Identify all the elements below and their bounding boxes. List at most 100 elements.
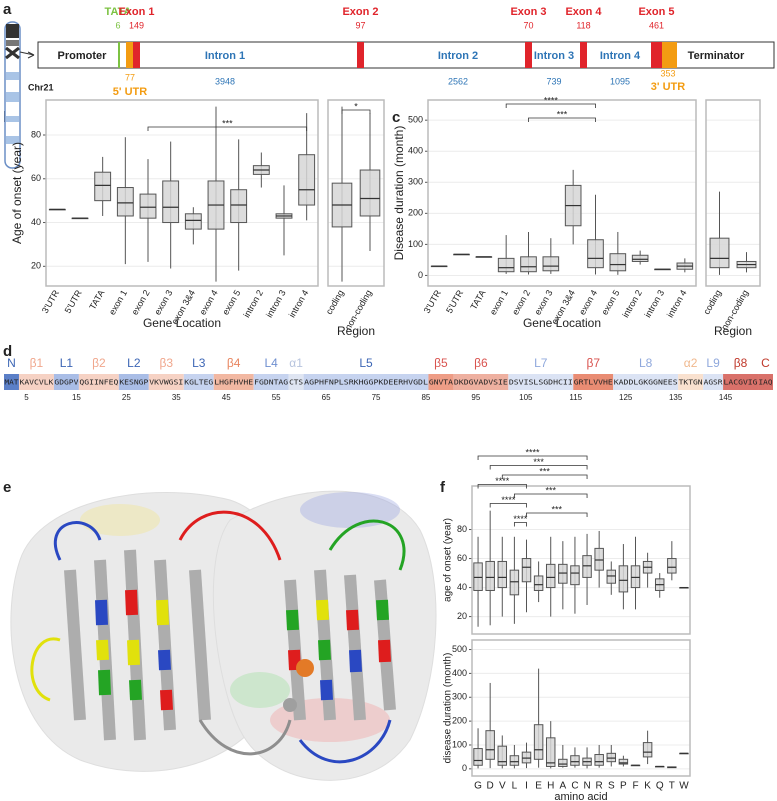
segment-residues: LHGFHVHE (214, 379, 253, 387)
exon-name: Exon 4 (565, 6, 602, 18)
plot-frame (471, 485, 691, 635)
segment-residues: FGDNTAG (254, 379, 288, 387)
significance-bracket (501, 474, 588, 479)
x-tick-label: coding (324, 288, 346, 316)
x-tick-label: TATA (87, 288, 106, 311)
structure-segment (723, 374, 759, 390)
intron-name: Intron 1 (205, 50, 245, 62)
y-tick-label: 300 (408, 177, 423, 187)
y-tick-label: 300 (452, 692, 467, 702)
y-tick-label: 200 (452, 715, 467, 725)
x-tick-label: intron 4 (665, 288, 689, 319)
significance-label: *** (533, 457, 544, 467)
promoter: Promoter (58, 50, 108, 62)
x-tick-label: exon 5 (220, 288, 242, 316)
y-axis-title: age of onset (year) (443, 518, 454, 602)
segment-name: β8 (734, 356, 748, 370)
segment-residues: VKVWGSI (149, 379, 183, 387)
x-tick-label: A (559, 781, 566, 792)
segment-residues: AGPHFNPLSRKHGGPKDEERHVGDL (304, 379, 428, 387)
box (642, 742, 653, 758)
segment-name: L2 (127, 356, 141, 370)
terminator: Terminator (688, 50, 745, 62)
exon-name: Exon 5 (638, 6, 674, 18)
structure-segment (303, 374, 429, 390)
segment-name: L5 (359, 356, 373, 370)
utr5-length: 77 (125, 72, 135, 82)
segment-name: L8 (639, 356, 653, 370)
intron-name: Intron 4 (600, 50, 641, 62)
tata-name: TATA (105, 6, 132, 18)
x-tick-label: D (487, 781, 494, 792)
box (667, 558, 677, 574)
box (497, 745, 508, 766)
structure-segment (703, 374, 724, 390)
segment-residues: KESNGP (119, 379, 148, 387)
region-title: Region (714, 324, 752, 338)
panel-label: c (392, 109, 400, 126)
y-tick-label: 40 (457, 582, 467, 592)
x-tick-label: intron 4 (287, 288, 311, 319)
segment-name: L7 (534, 356, 548, 370)
significance-bracket (489, 503, 527, 508)
segment-name: L4 (264, 356, 278, 370)
y-tick-label: 400 (452, 668, 467, 678)
y-tick-label: 80 (31, 129, 41, 139)
significance-bracket (513, 493, 588, 498)
significance-bracket (477, 484, 527, 489)
x-tick-label: I (525, 781, 528, 792)
panel-label: e (3, 479, 11, 496)
segment-residues: DSVISLSGDHCII (509, 379, 573, 387)
structure-segment (573, 374, 614, 390)
x-tick-label: S (608, 781, 615, 792)
x-tick-label: H (547, 781, 554, 792)
y-axis-title: disease duration (month) (443, 653, 454, 764)
segment-name: L9 (706, 356, 720, 370)
box (618, 758, 629, 765)
significance-label: **** (513, 514, 528, 524)
x-tick-label: intron 2 (241, 288, 265, 319)
exon-length: 70 (523, 20, 533, 30)
exon-box (525, 42, 532, 68)
y-tick-label: 100 (408, 239, 423, 249)
x-tick-label: exon 2 (510, 288, 532, 316)
residue-tick-label: 65 (322, 393, 331, 402)
plot-frame (427, 99, 697, 287)
segment-residues: QGIINFEQ (79, 379, 118, 387)
x-tick-label: TATA (468, 288, 487, 311)
segment-name: β7 (586, 356, 600, 370)
box (162, 180, 180, 224)
segment-residues: GDGPV (54, 379, 79, 387)
panel-label: a (3, 1, 12, 18)
segment-residues: MAT (5, 379, 20, 387)
box (497, 257, 515, 273)
significance-bracket (513, 522, 527, 527)
x-tick-label: intron 3 (643, 288, 667, 319)
exon-box (133, 42, 140, 68)
segment-name: C (761, 356, 770, 370)
significance-bracket (489, 465, 588, 470)
x-axis-title: Gene Location (143, 316, 221, 330)
segment-residues: TKTGN (679, 379, 703, 387)
x-tick-label: F (632, 781, 638, 792)
y-tick-label: 400 (408, 146, 423, 156)
structure-segment (183, 374, 214, 390)
intron-length: 739 (546, 76, 561, 86)
structure-segment (78, 374, 119, 390)
box (298, 154, 316, 206)
tata-length: 6 (115, 20, 120, 30)
significance-bracket (528, 117, 596, 122)
x-tick-label: 3'UTR (422, 288, 444, 315)
y-tick-label: 60 (31, 173, 41, 183)
intron-name: Intron 3 (534, 50, 574, 62)
box (594, 547, 604, 571)
box (520, 256, 537, 273)
segment-name: α1 (289, 356, 303, 370)
residue-tick-label: 145 (719, 393, 733, 402)
segment-name: β3 (159, 356, 173, 370)
significance-label: * (354, 101, 358, 111)
residue-tick-label: 15 (72, 393, 81, 402)
significance-label: *** (552, 504, 563, 514)
significance-bracket (477, 455, 588, 460)
structure-segment (678, 374, 704, 390)
